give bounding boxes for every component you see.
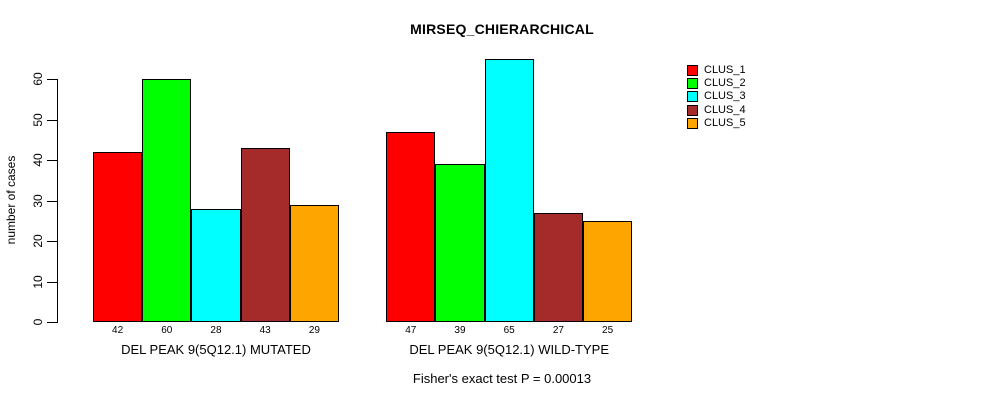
bar-value-label: 25 [602,325,614,336]
bar [191,208,241,322]
bar-value-label: 28 [210,325,222,336]
y-tick [47,200,57,202]
legend-swatch-icon [687,117,698,129]
y-tick-label: 20 [31,234,45,248]
y-tick-label: 40 [31,153,45,167]
bar-value-label: 65 [503,325,515,336]
bar-value-label: 27 [552,325,564,336]
legend-item: CLUS_5 [687,117,746,130]
bar [142,79,192,322]
chart-title: MIRSEQ_CHIERARCHICAL [410,21,594,37]
y-tick [47,160,57,161]
legend-label: CLUS_5 [704,116,746,129]
legend-label: CLUS_1 [704,64,746,77]
bar-value-label: 47 [405,325,417,336]
category-label: DEL PEAK 9(5Q12.1) MUTATED [121,342,311,357]
y-tick [47,281,57,283]
bar [386,131,436,322]
y-tick-label: 30 [31,193,45,208]
bar-value-label: 60 [161,325,173,336]
bar [484,58,534,322]
legend-item: CLUS_4 [687,104,746,117]
y-tick [47,241,57,242]
legend-swatch-icon [687,91,698,103]
y-tick-label: 0 [31,318,45,326]
bar [93,151,143,322]
legend-label: CLUS_3 [704,90,746,103]
bar [533,212,583,322]
y-tick [47,322,57,323]
bar-value-label: 29 [308,325,320,336]
legend-label: CLUS_4 [704,103,746,116]
bar-value-label: 43 [259,325,271,336]
bar [435,164,485,322]
y-tick-label: 10 [31,274,45,289]
legend-swatch-icon [687,78,698,90]
legend-item: CLUS_2 [687,77,746,90]
y-tick [47,119,57,121]
y-axis-line [57,79,58,323]
bar-value-label: 42 [112,325,124,336]
legend-label: CLUS_2 [704,77,746,90]
y-tick-label: 60 [31,72,45,86]
y-tick-label: 50 [31,112,45,127]
bar [583,220,633,322]
legend-item: CLUS_3 [687,90,746,103]
legend-swatch-icon [687,65,698,77]
fisher-test-annotation: Fisher's exact test P = 0.00013 [412,371,592,386]
bar [240,147,290,322]
bar [289,204,339,322]
legend-item: CLUS_1 [687,64,746,77]
legend: CLUS_1 CLUS_2 CLUS_3 CLUS_4 CLUS_5 [687,64,746,130]
category-label: DEL PEAK 9(5Q12.1) WILD-TYPE [409,342,609,357]
bar-value-label: 39 [454,325,466,336]
y-tick [47,79,57,80]
legend-swatch-icon [687,104,698,116]
